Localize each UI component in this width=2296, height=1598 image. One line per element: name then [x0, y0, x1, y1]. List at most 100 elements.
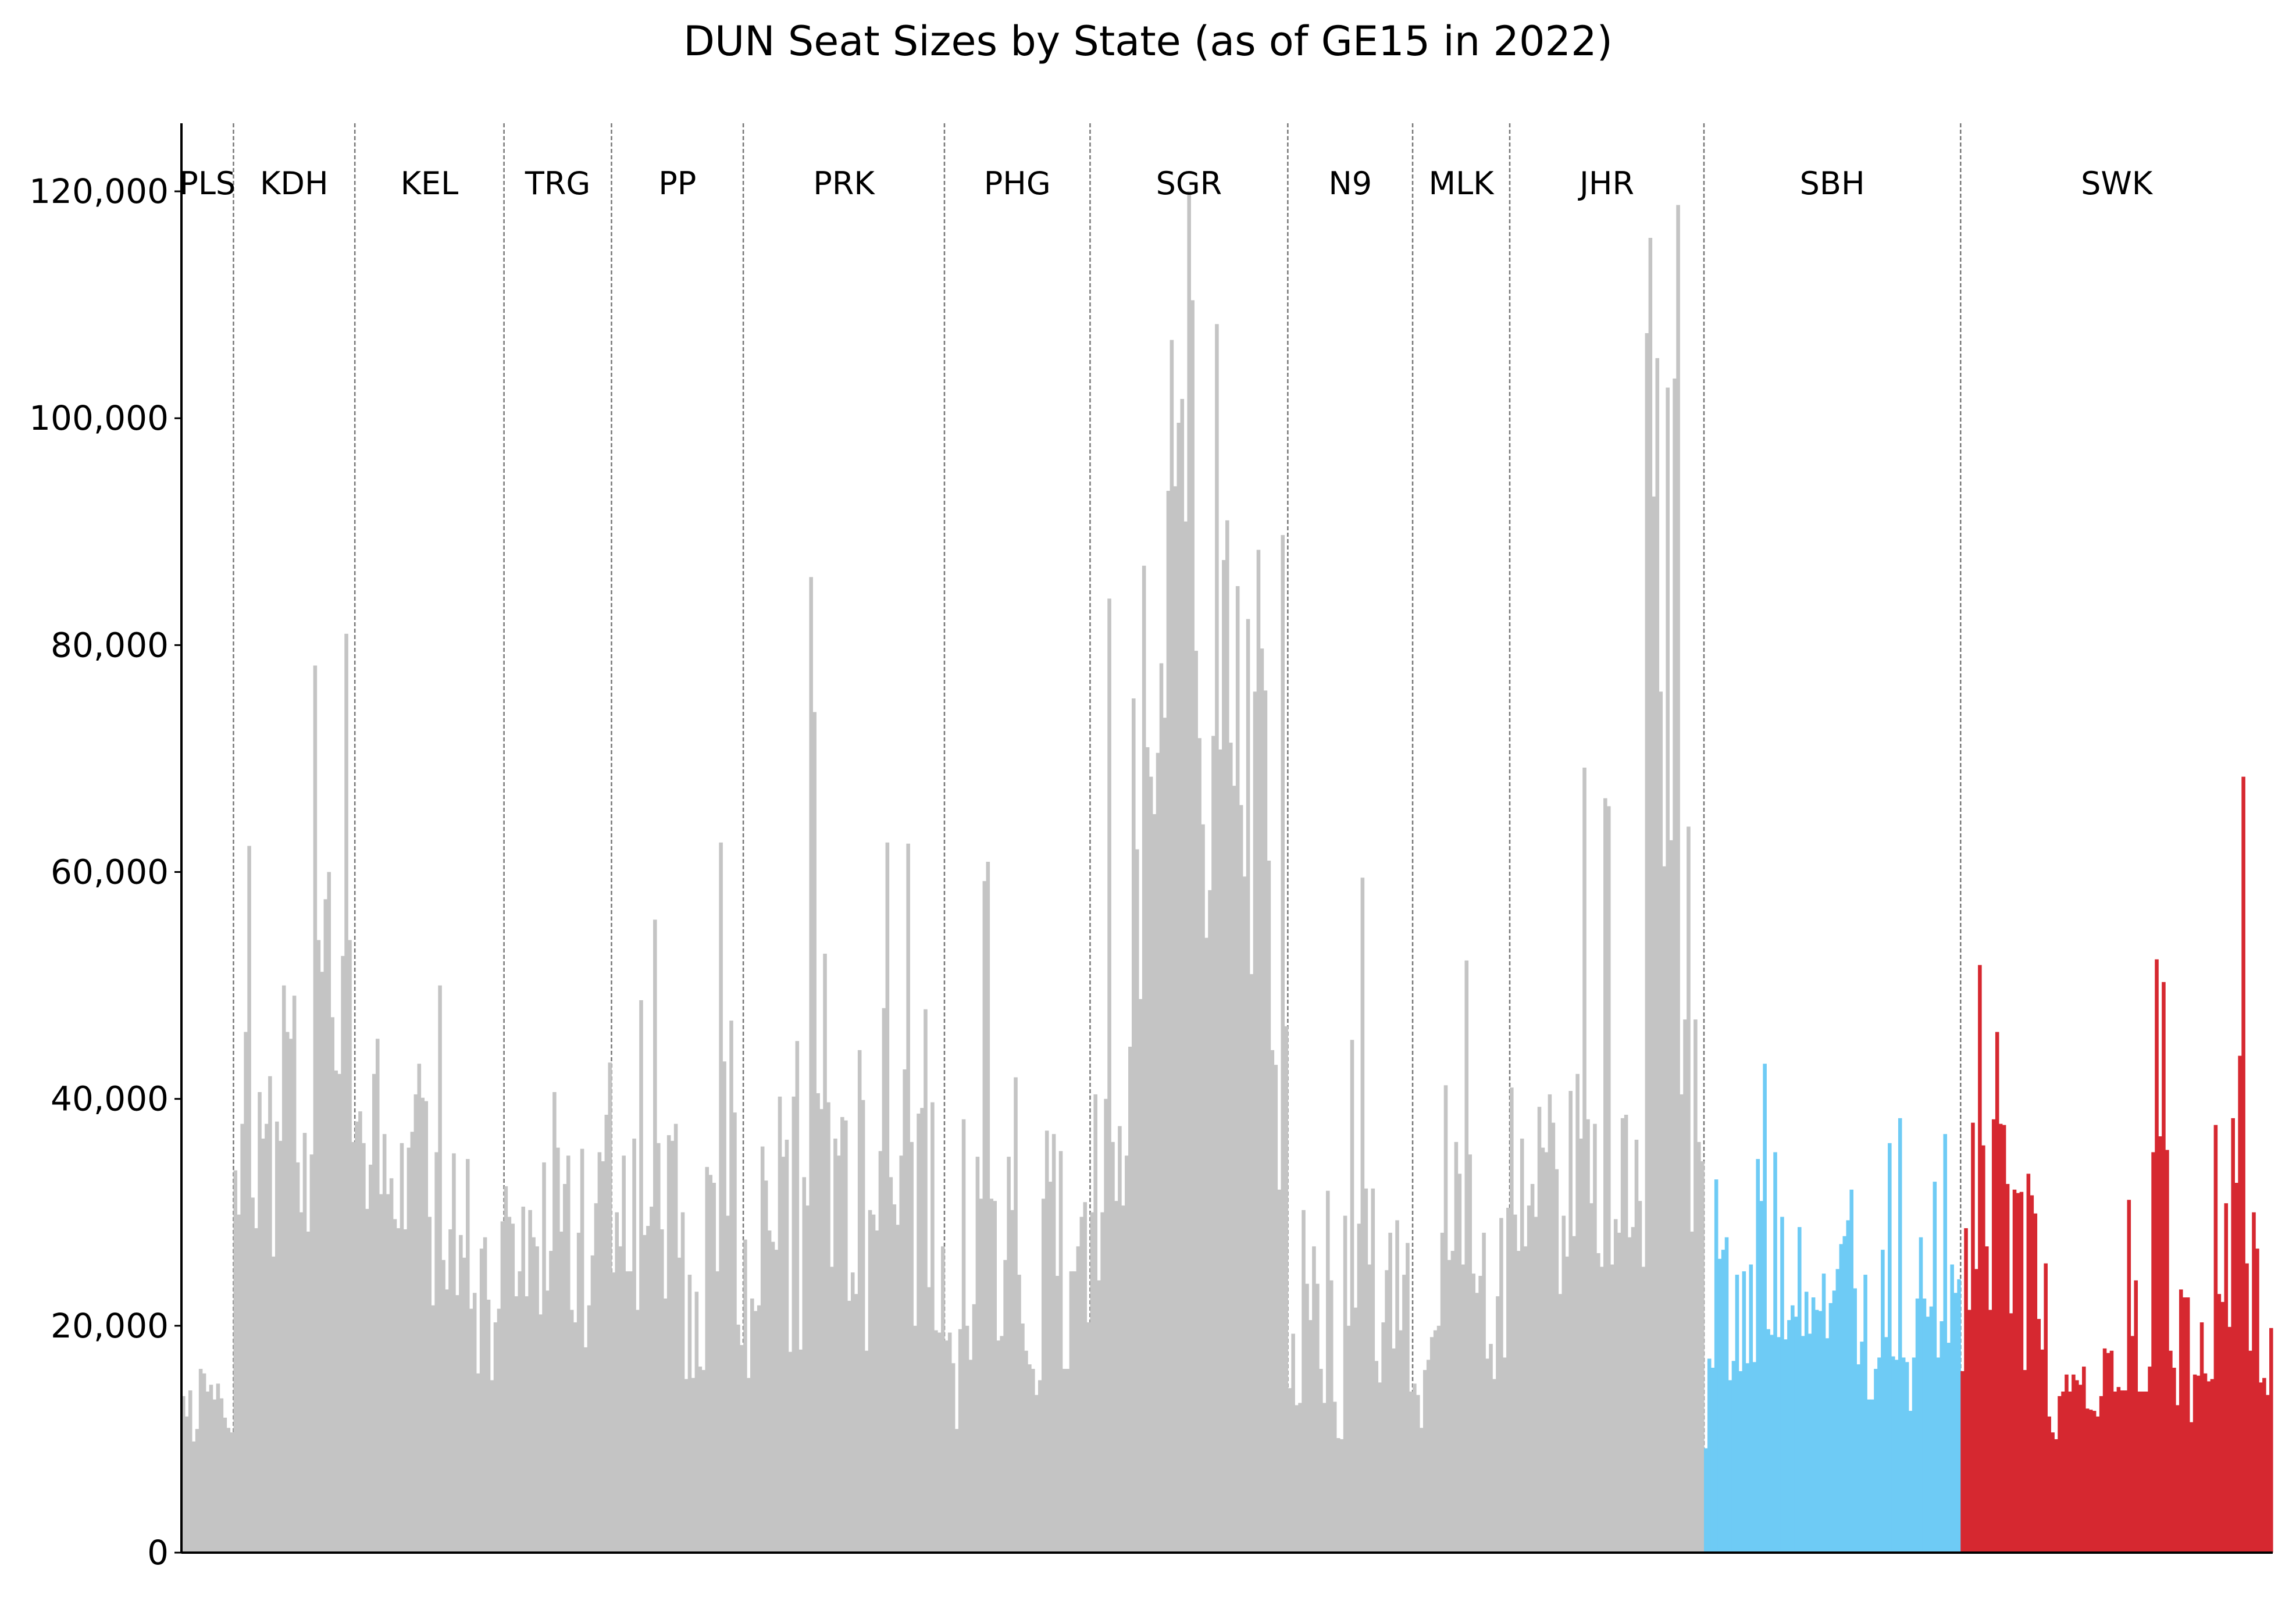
bar-n9-12 [1325, 1190, 1330, 1553]
bar-prk-58 [941, 1246, 945, 1553]
bar-jhr-21 [1579, 1138, 1583, 1553]
bar-sbh-15 [1752, 1362, 1757, 1553]
bar-swk-56 [2151, 1152, 2155, 1553]
bar-prk-45 [896, 1225, 900, 1553]
bar-pp-5 [625, 1271, 629, 1553]
bar-n9-32 [1395, 1220, 1399, 1553]
bar-phg-30 [1044, 1130, 1049, 1553]
bar-kel-27 [445, 1289, 449, 1553]
bar-phg-24 [1024, 1350, 1028, 1553]
state-label-pls: PLS [179, 165, 236, 202]
bar-sgr-32 [1197, 738, 1202, 1553]
bar-pp-9 [639, 1000, 643, 1553]
bar-phg-32 [1051, 1134, 1056, 1553]
bar-kel-1 [355, 1121, 359, 1553]
bar-pp-25 [694, 1292, 699, 1553]
bar-sgr-36 [1211, 736, 1215, 1553]
bar-phg-7 [965, 1325, 969, 1553]
bar-jhr-7 [1530, 1183, 1535, 1553]
state-label-trg: TRG [525, 165, 590, 202]
bar-pp-10 [643, 1235, 647, 1553]
bar-kdh-22 [306, 1231, 311, 1553]
bar-jhr-29 [1607, 806, 1611, 1553]
bar-mlk-28 [1506, 1207, 1510, 1553]
bar-n9-15 [1336, 1438, 1340, 1553]
bar-kdh-2 [237, 1214, 241, 1553]
bar-sgr-17 [1145, 747, 1150, 1553]
bar-mlk-12 [1450, 1251, 1455, 1553]
bar-sbh-57 [1898, 1118, 1902, 1553]
state-label-mlk: MLK [1428, 165, 1495, 202]
bar-trg-28 [597, 1152, 602, 1553]
state-labels: PLS KDH KEL TRG PP PRK PHG SGR N9 MLK JHR SBH SWK [179, 165, 2154, 202]
bar-swk-69 [2196, 1375, 2201, 1553]
bar-pp-12 [650, 1207, 654, 1553]
bar-phg-4 [954, 1429, 959, 1553]
bar-prk-30 [844, 1120, 848, 1553]
bar-sbh-63 [1919, 1237, 1923, 1553]
bar-phg-5 [958, 1329, 962, 1553]
bar-prk-31 [847, 1300, 851, 1553]
bar-jhr-25 [1593, 1123, 1597, 1553]
bar-swk-59 [2162, 982, 2166, 1553]
bar-kel-16 [407, 1147, 411, 1553]
bar-swk-64 [2179, 1289, 2183, 1553]
bar-prk-57 [937, 1332, 942, 1553]
bar-phg-40 [1079, 1217, 1084, 1553]
bar-trg-11 [539, 1314, 543, 1553]
bar-jhr-24 [1589, 1203, 1593, 1553]
bar-sgr-19 [1152, 814, 1157, 1553]
state-label-sgr: SGR [1156, 165, 1222, 202]
bar-swk-70 [2199, 1322, 2204, 1553]
bar-jhr-43 [1655, 358, 1660, 1553]
bar-phg-23 [1021, 1323, 1025, 1553]
bar-swk-21 [2030, 1195, 2034, 1553]
bar-n9-34 [1402, 1275, 1406, 1553]
bar-jhr-16 [1561, 1215, 1566, 1553]
bar-sgr-14 [1135, 849, 1139, 1553]
bar-pp-22 [684, 1379, 689, 1553]
bar-swk-38 [2088, 1410, 2093, 1553]
bar-kdh-24 [313, 665, 318, 1553]
bar-swk-43 [2106, 1353, 2110, 1553]
bar-n9-7 [1309, 1320, 1313, 1553]
bar-prk-28 [837, 1155, 841, 1553]
bar-sbh-55 [1891, 1356, 1895, 1553]
bar-swk-29 [2058, 1396, 2062, 1553]
bar-n9-2 [1291, 1333, 1295, 1553]
bar-mlk-2 [1416, 1394, 1420, 1553]
bar-trg-31 [608, 1062, 612, 1553]
bar-swk-60 [2165, 1150, 2169, 1553]
bar-n9-29 [1385, 1270, 1389, 1553]
bar-kdh-32 [341, 955, 345, 1553]
bar-pp-38 [740, 1345, 744, 1553]
bar-prk-16 [795, 1041, 800, 1553]
bar-swk-22 [2033, 1213, 2038, 1553]
bar-swk-8 [1985, 1246, 1989, 1553]
bar-n9-30 [1388, 1232, 1392, 1553]
bar-jhr-14 [1555, 1169, 1559, 1553]
bar-jhr-53 [1690, 1231, 1694, 1553]
bar-sbh-9 [1731, 1361, 1736, 1553]
bar-pls-1 [181, 1396, 186, 1553]
bar-n9-5 [1302, 1210, 1306, 1553]
bar-pp-33 [722, 1061, 726, 1553]
bar-kel-20 [420, 1097, 425, 1553]
bar-swk-53 [2141, 1391, 2145, 1553]
bar-sbh-5 [1717, 1258, 1722, 1553]
bar-swk-87 [2259, 1382, 2263, 1553]
bar-prk-25 [826, 1102, 830, 1553]
bar-mlk-14 [1457, 1173, 1462, 1553]
bar-prk-39 [875, 1230, 879, 1553]
bar-mlk-5 [1426, 1360, 1431, 1553]
bar-sbh-39 [1835, 1269, 1840, 1553]
bar-jhr-42 [1652, 496, 1656, 1553]
bar-pp-19 [673, 1123, 678, 1553]
bar-prk-54 [927, 1287, 931, 1553]
bar-sgr-6 [1107, 598, 1111, 1553]
bar-sbh-10 [1735, 1275, 1739, 1553]
bar-trg-25 [587, 1305, 591, 1553]
bar-swk-84 [2248, 1350, 2252, 1553]
bar-swk-1 [1960, 1371, 1965, 1553]
bar-phg-33 [1055, 1276, 1060, 1553]
